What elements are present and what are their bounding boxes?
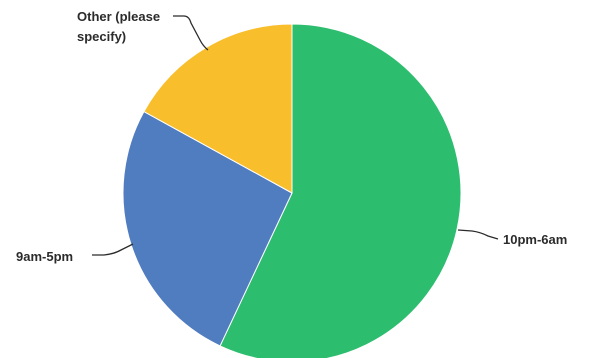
- slice-label-other-line-2: specify): [77, 29, 126, 44]
- slice-label-other-line-1: Other (please: [77, 9, 160, 24]
- leader-line-10pm-6am: [458, 230, 498, 239]
- slice-label-10pm-6am: 10pm-6am: [503, 232, 567, 247]
- leader-line-9am-5pm: [92, 244, 133, 255]
- slice-label-other: Other (please specify): [77, 9, 164, 44]
- leader-line-other: [173, 16, 208, 50]
- slice-label-9am-5pm: 9am-5pm: [16, 249, 73, 264]
- slices-layer: [123, 24, 461, 358]
